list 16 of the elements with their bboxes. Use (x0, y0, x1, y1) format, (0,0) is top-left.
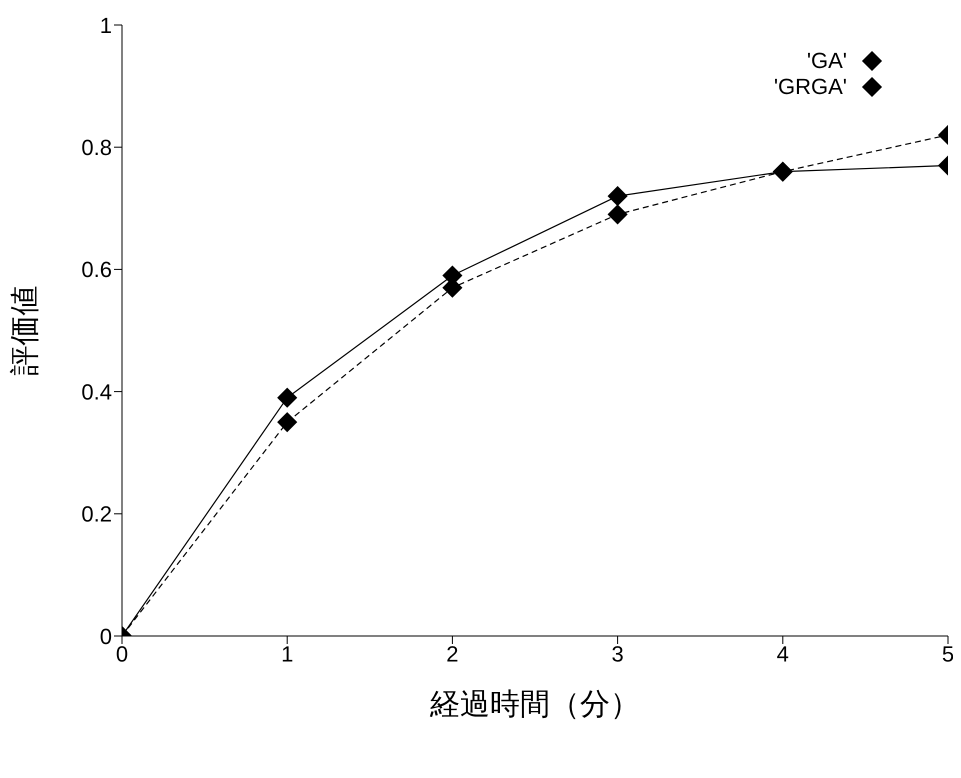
y-axis-title: 評価値 (8, 286, 42, 376)
y-tick-label: 0.4 (81, 379, 112, 404)
x-tick-label: 3 (611, 642, 624, 667)
y-tick-label: 0 (100, 624, 112, 649)
y-tick-label: 0.6 (81, 257, 112, 282)
y-tick-label: 1 (100, 12, 112, 38)
x-tick-label: 4 (776, 642, 789, 667)
legend-label: 'GRGA' (774, 74, 847, 100)
y-tick-label: 0.8 (81, 135, 112, 160)
x-tick-label: 1 (281, 642, 294, 667)
x-tick-label: 5 (942, 642, 954, 667)
x-tick-label: 0 (116, 642, 128, 667)
x-axis-title: 経過時間（分） (429, 688, 640, 721)
x-tick-label: 2 (446, 642, 459, 667)
y-tick-label: 0.2 (81, 502, 112, 527)
legend-label: 'GA' (806, 48, 847, 74)
